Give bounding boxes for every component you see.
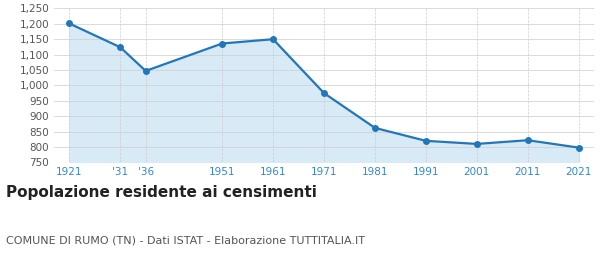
Text: COMUNE DI RUMO (TN) - Dati ISTAT - Elaborazione TUTTITALIA.IT: COMUNE DI RUMO (TN) - Dati ISTAT - Elabo… <box>6 235 365 245</box>
Text: Popolazione residente ai censimenti: Popolazione residente ai censimenti <box>6 185 317 200</box>
